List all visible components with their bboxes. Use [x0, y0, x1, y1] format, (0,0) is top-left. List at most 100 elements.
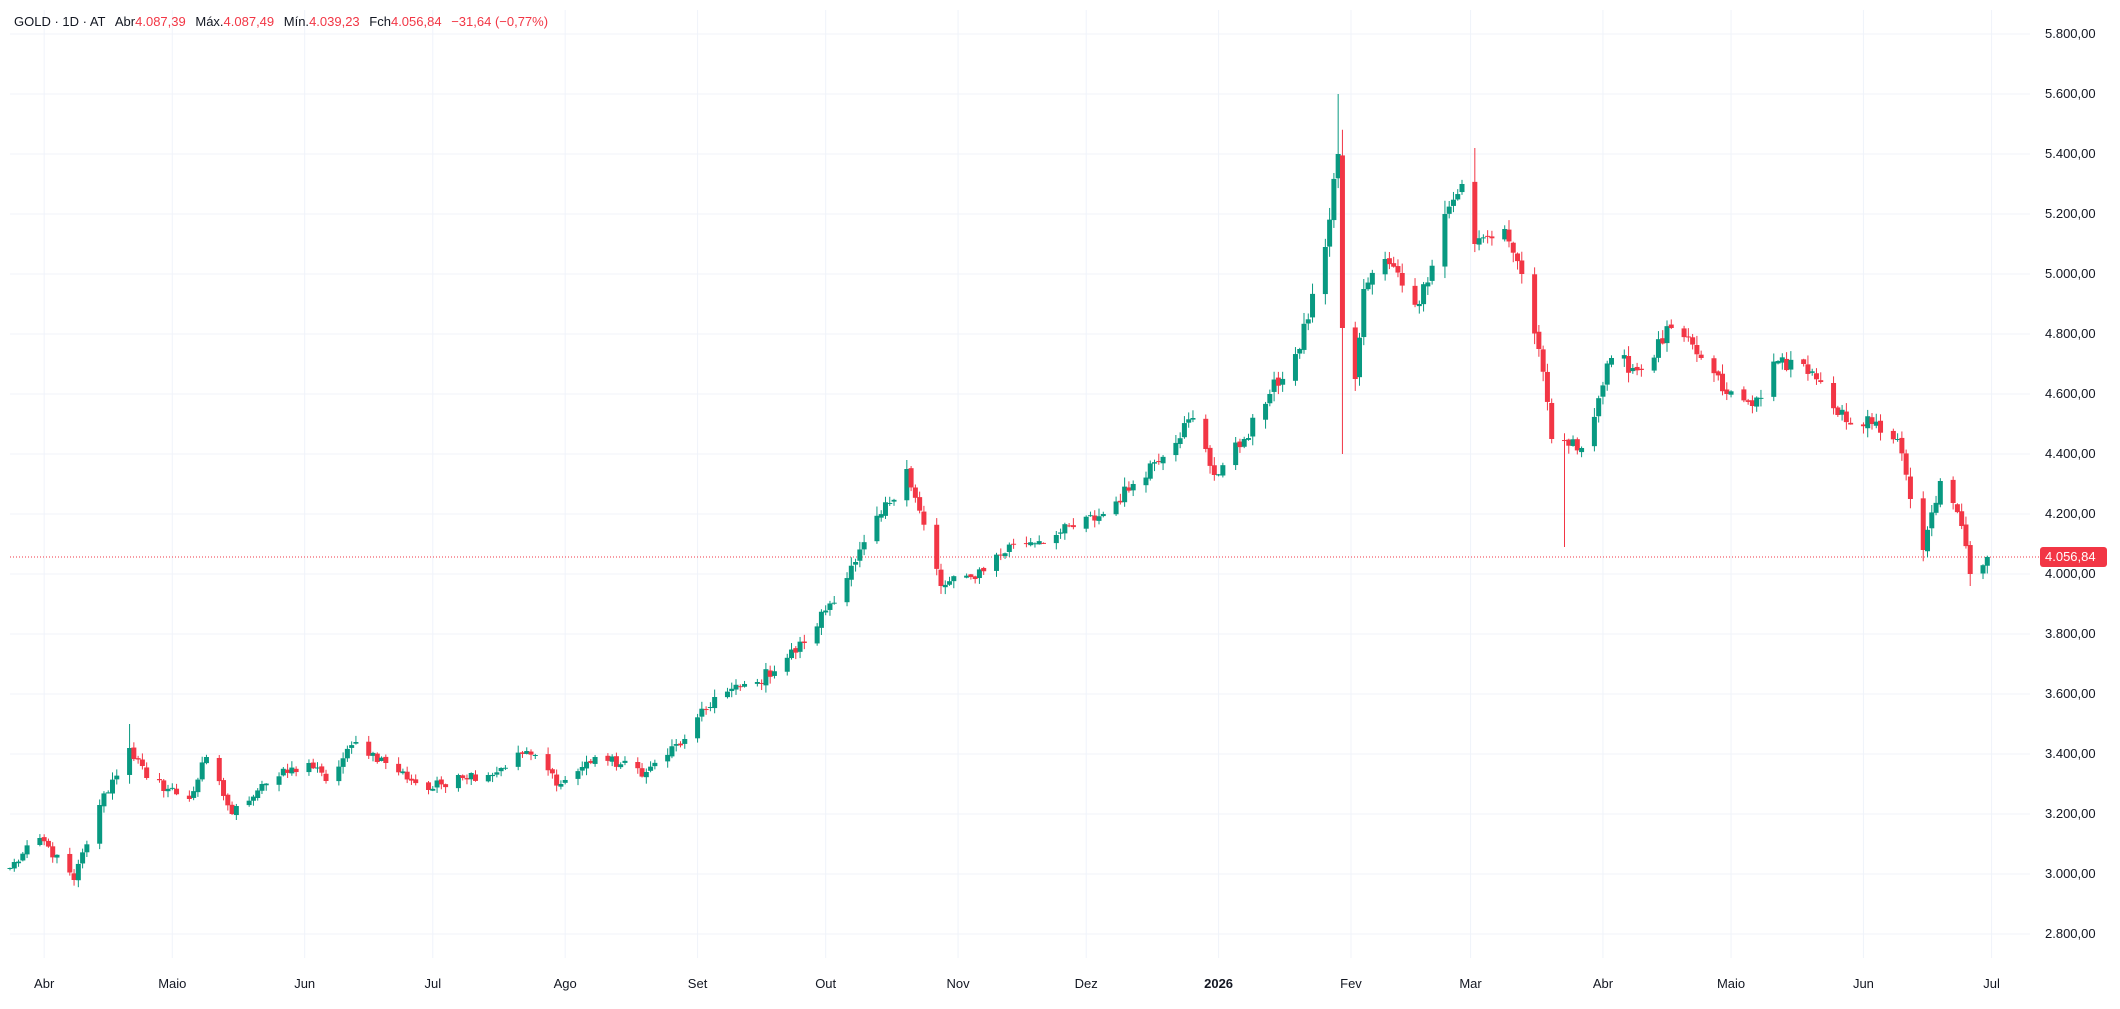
candle[interactable]: [54, 854, 60, 864]
candle[interactable]: [1322, 238, 1328, 305]
candle[interactable]: [443, 783, 449, 793]
candle[interactable]: [430, 786, 436, 792]
candle[interactable]: [1297, 347, 1303, 359]
candle[interactable]: [1536, 325, 1542, 357]
candle[interactable]: [797, 636, 803, 659]
candle[interactable]: [1032, 542, 1038, 548]
candle[interactable]: [131, 742, 137, 762]
candle[interactable]: [306, 759, 312, 776]
candle[interactable]: [669, 739, 675, 759]
candle[interactable]: [1245, 433, 1251, 441]
candle[interactable]: [784, 653, 790, 676]
candle[interactable]: [1459, 179, 1465, 195]
candle[interactable]: [1929, 505, 1935, 537]
candle[interactable]: [1040, 542, 1046, 545]
candle[interactable]: [191, 786, 197, 801]
candle[interactable]: [1954, 503, 1960, 514]
candle[interactable]: [41, 834, 47, 846]
candle[interactable]: [1749, 395, 1755, 414]
candle[interactable]: [1818, 372, 1824, 384]
candle[interactable]: [1335, 94, 1341, 189]
candle[interactable]: [1190, 410, 1196, 423]
candle[interactable]: [426, 781, 432, 795]
candle[interactable]: [225, 793, 231, 811]
candle[interactable]: [186, 790, 192, 802]
candle[interactable]: [24, 840, 30, 859]
candle[interactable]: [1865, 409, 1871, 438]
candle[interactable]: [592, 755, 598, 767]
candle[interactable]: [1506, 220, 1512, 248]
candle[interactable]: [229, 801, 235, 815]
candle[interactable]: [1070, 518, 1076, 530]
candle[interactable]: [1271, 371, 1277, 402]
candle[interactable]: [1241, 436, 1247, 449]
candle[interactable]: [968, 573, 974, 580]
candle[interactable]: [1442, 200, 1448, 279]
candle[interactable]: [1117, 493, 1123, 505]
candle[interactable]: [823, 605, 829, 616]
candle[interactable]: [976, 567, 982, 584]
candle[interactable]: [558, 780, 564, 790]
candle[interactable]: [1963, 516, 1969, 549]
candle[interactable]: [652, 759, 658, 770]
candle[interactable]: [310, 758, 316, 770]
candle[interactable]: [139, 753, 145, 770]
candle[interactable]: [1967, 541, 1973, 586]
candle[interactable]: [1694, 335, 1700, 362]
candle[interactable]: [84, 840, 90, 857]
candle[interactable]: [562, 776, 568, 785]
candle[interactable]: [942, 580, 948, 595]
candle[interactable]: [285, 763, 291, 778]
candle[interactable]: [1873, 413, 1879, 429]
candle[interactable]: [263, 783, 269, 791]
candle[interactable]: [1412, 278, 1418, 308]
candle[interactable]: [699, 701, 705, 722]
candle[interactable]: [1903, 449, 1909, 481]
candle[interactable]: [1959, 503, 1965, 530]
candle[interactable]: [1519, 251, 1525, 284]
candle[interactable]: [408, 774, 414, 785]
candle[interactable]: [455, 773, 461, 792]
candle[interactable]: [97, 799, 103, 850]
candle[interactable]: [1937, 478, 1943, 508]
candle[interactable]: [1147, 460, 1153, 481]
candle[interactable]: [1698, 350, 1704, 360]
candle[interactable]: [1890, 428, 1896, 444]
candle[interactable]: [848, 557, 854, 587]
candle[interactable]: [1002, 552, 1008, 559]
candle[interactable]: [528, 749, 534, 761]
candle[interactable]: [673, 739, 679, 752]
candle[interactable]: [246, 796, 252, 807]
candle[interactable]: [917, 491, 923, 514]
candle[interactable]: [259, 780, 265, 795]
candle[interactable]: [1685, 328, 1691, 342]
candle[interactable]: [127, 724, 133, 784]
candle[interactable]: [1472, 148, 1478, 253]
candle[interactable]: [221, 777, 227, 801]
candle[interactable]: [981, 566, 987, 575]
candle[interactable]: [1263, 401, 1269, 429]
candle[interactable]: [1831, 376, 1837, 415]
candle[interactable]: [618, 762, 624, 769]
candle[interactable]: [1386, 251, 1392, 270]
candle[interactable]: [161, 778, 167, 798]
candle[interactable]: [1839, 404, 1845, 421]
candle[interactable]: [682, 734, 688, 749]
candle[interactable]: [1634, 362, 1640, 376]
candle[interactable]: [635, 757, 641, 774]
candle[interactable]: [280, 766, 286, 777]
candle[interactable]: [16, 859, 22, 867]
candle[interactable]: [575, 768, 581, 786]
candle[interactable]: [255, 788, 261, 801]
candles[interactable]: [7, 94, 1990, 888]
candle[interactable]: [1066, 523, 1072, 528]
candle[interactable]: [1779, 353, 1785, 370]
candle[interactable]: [1566, 438, 1572, 454]
candle[interactable]: [1152, 459, 1158, 472]
candle[interactable]: [759, 679, 765, 691]
candle[interactable]: [494, 766, 500, 778]
candle[interactable]: [1579, 446, 1585, 458]
candle[interactable]: [763, 662, 769, 693]
candle[interactable]: [169, 783, 175, 791]
candle[interactable]: [11, 858, 17, 872]
